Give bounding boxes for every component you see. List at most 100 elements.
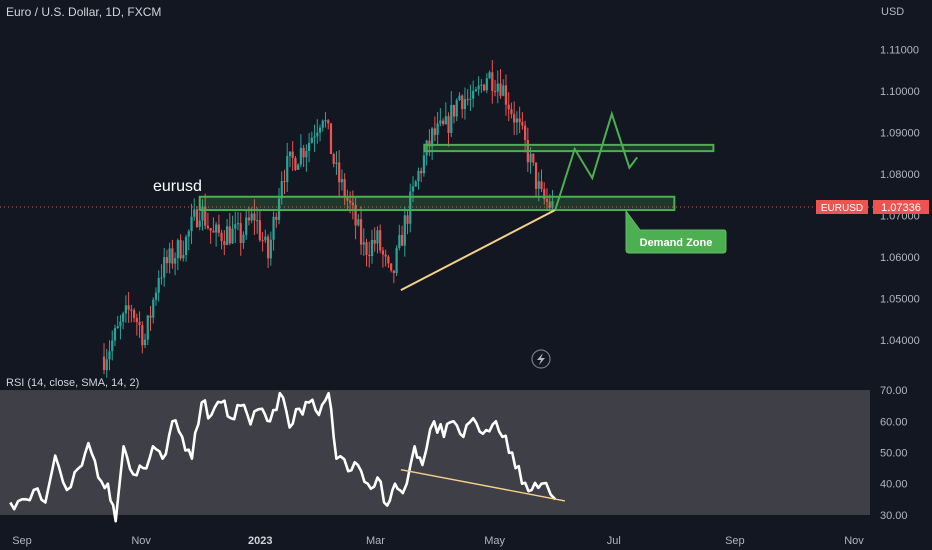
candle-body bbox=[349, 200, 352, 203]
candle-body bbox=[264, 236, 267, 241]
candle-body bbox=[411, 186, 415, 192]
projection-path[interactable] bbox=[554, 110, 639, 211]
time-axis[interactable]: Sep Nov 2023 Mar May Jul Sep Nov bbox=[12, 535, 864, 547]
candle-body bbox=[133, 310, 136, 318]
candle-body bbox=[182, 255, 185, 259]
candle-body bbox=[305, 150, 308, 158]
candle-body bbox=[384, 254, 387, 257]
candle-body bbox=[310, 137, 313, 143]
candle-body bbox=[269, 239, 272, 259]
rsi-axis[interactable]: 70.00 60.00 50.00 40.00 30.00 bbox=[880, 385, 908, 522]
candle-body bbox=[231, 228, 234, 244]
candle-body bbox=[171, 248, 174, 264]
candle-body bbox=[368, 254, 371, 257]
candle-body bbox=[261, 240, 264, 242]
candle-body bbox=[357, 219, 360, 226]
candle-body bbox=[179, 240, 182, 259]
candle-body bbox=[545, 199, 549, 202]
candle-body bbox=[165, 257, 169, 264]
candle-body bbox=[406, 215, 409, 224]
candle-body bbox=[548, 201, 551, 208]
candle-body bbox=[321, 120, 324, 128]
candle-body bbox=[398, 234, 401, 248]
candle-body bbox=[447, 116, 450, 134]
candle-body bbox=[187, 231, 190, 237]
candle-body bbox=[493, 91, 497, 93]
price-pane[interactable]: 1.110001.100001.090001.080001.070001.060… bbox=[0, 5, 932, 378]
candle-body bbox=[534, 162, 538, 189]
time-tick-label: Nov bbox=[131, 535, 151, 547]
candle-body bbox=[318, 127, 322, 133]
candle-body bbox=[441, 120, 445, 125]
candle-body bbox=[469, 98, 472, 100]
rsi-trendline[interactable] bbox=[400, 468, 566, 502]
candle-body bbox=[381, 250, 385, 255]
candle-body bbox=[403, 215, 406, 246]
candle-body bbox=[351, 202, 354, 206]
candle-body bbox=[275, 216, 278, 220]
zone-rectangle bbox=[423, 143, 715, 153]
candle-body bbox=[266, 236, 270, 259]
candle-body bbox=[297, 164, 300, 170]
price-axis[interactable]: 1.110001.100001.090001.080001.070001.060… bbox=[880, 44, 920, 347]
candle-body bbox=[204, 206, 207, 226]
candle-body bbox=[482, 84, 486, 91]
price-tick-label: 1.11000 bbox=[880, 44, 919, 56]
candle-body bbox=[537, 181, 540, 189]
price-tag: EURUSD 1.07336 bbox=[816, 200, 929, 214]
candle-body bbox=[510, 109, 513, 115]
chart-label: eurusd bbox=[153, 178, 202, 195]
candle-body bbox=[212, 230, 215, 233]
candle-body bbox=[135, 317, 138, 322]
candle-body bbox=[299, 147, 302, 165]
candle-body bbox=[461, 95, 464, 110]
candle-body bbox=[220, 232, 223, 242]
lightning-icon[interactable] bbox=[531, 349, 551, 369]
time-tick-label: 2023 bbox=[248, 535, 272, 547]
candle-body bbox=[425, 140, 428, 156]
candle-body bbox=[354, 205, 357, 226]
candle-body bbox=[359, 219, 363, 245]
rsi-tick-label: 60.00 bbox=[880, 416, 908, 428]
candle-body bbox=[338, 162, 341, 183]
candle-body bbox=[463, 99, 467, 110]
demand-zone-callout[interactable]: Demand Zone bbox=[625, 209, 727, 254]
candle-body bbox=[217, 224, 220, 233]
price-trendline[interactable] bbox=[400, 209, 556, 292]
candle-body bbox=[236, 223, 240, 225]
candle-body bbox=[250, 213, 253, 221]
candle-body bbox=[529, 153, 532, 163]
candle-body bbox=[439, 120, 442, 124]
time-tick-label: Nov bbox=[844, 535, 864, 547]
candle-body bbox=[291, 151, 294, 158]
price-tag-bg bbox=[873, 200, 929, 214]
candle-body bbox=[450, 105, 453, 134]
rsi-pane[interactable]: 70.00 60.00 50.00 40.00 30.00 RSI (14, close… bbox=[0, 377, 908, 523]
price-tick-label: 1.10000 bbox=[880, 86, 920, 98]
candle-body bbox=[108, 351, 111, 360]
candle-body bbox=[365, 242, 368, 255]
candle-body bbox=[242, 234, 245, 243]
candle-body bbox=[206, 225, 210, 228]
candle-body bbox=[488, 72, 491, 79]
candle-body bbox=[124, 305, 128, 314]
price-tick-label: 1.05000 bbox=[880, 293, 920, 305]
candle-body bbox=[370, 240, 374, 257]
candle-body bbox=[152, 299, 155, 318]
candle-body bbox=[513, 114, 516, 123]
candle-body bbox=[256, 220, 259, 222]
candle-body bbox=[543, 188, 546, 200]
rsi-title: RSI (14, close, SMA, 14, 2) bbox=[6, 377, 139, 389]
candle-body bbox=[390, 263, 393, 271]
candle-body bbox=[436, 123, 439, 135]
candle-body bbox=[515, 118, 519, 123]
candle-body bbox=[201, 206, 204, 221]
candle-body bbox=[400, 234, 404, 246]
candle-body bbox=[532, 153, 535, 163]
zone-rectangle bbox=[198, 195, 676, 212]
candle-body bbox=[444, 116, 447, 125]
candle-body bbox=[198, 220, 201, 227]
candle-body bbox=[422, 155, 426, 174]
candle-body bbox=[105, 359, 108, 371]
